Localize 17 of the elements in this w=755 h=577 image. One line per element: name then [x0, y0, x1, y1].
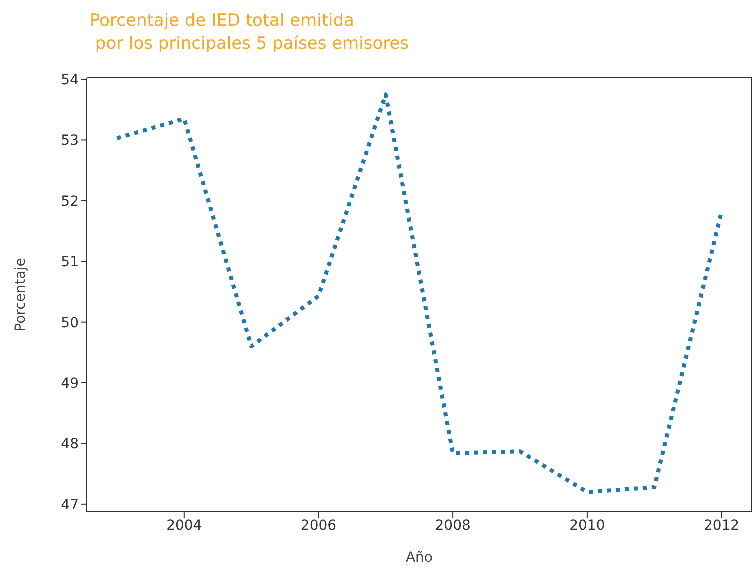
x-tick-label: 2010 — [570, 518, 606, 534]
chart-title: Porcentaje de IED total emitida por los principales 5 países emisores — [90, 10, 410, 56]
y-tick-label: 53 — [61, 133, 79, 150]
y-tick-label: 52 — [61, 194, 79, 210]
y-axis-title: Porcentaje — [12, 258, 29, 332]
y-tick-label: 51 — [61, 254, 79, 271]
y-tick-label: 49 — [61, 376, 79, 392]
line-series — [115, 92, 724, 494]
x-tick-label: 2012 — [704, 518, 740, 534]
y-tick-label: 48 — [61, 436, 79, 453]
y-tick-label: 54 — [61, 72, 80, 88]
x-tick-label: 2006 — [300, 518, 337, 534]
x-tick-label: 2008 — [435, 518, 471, 534]
x-tick-label: 2004 — [166, 518, 202, 534]
y-tick-label: 47 — [61, 497, 79, 514]
y-tick-label: 50 — [61, 315, 79, 332]
x-axis-title: Año — [406, 550, 434, 566]
